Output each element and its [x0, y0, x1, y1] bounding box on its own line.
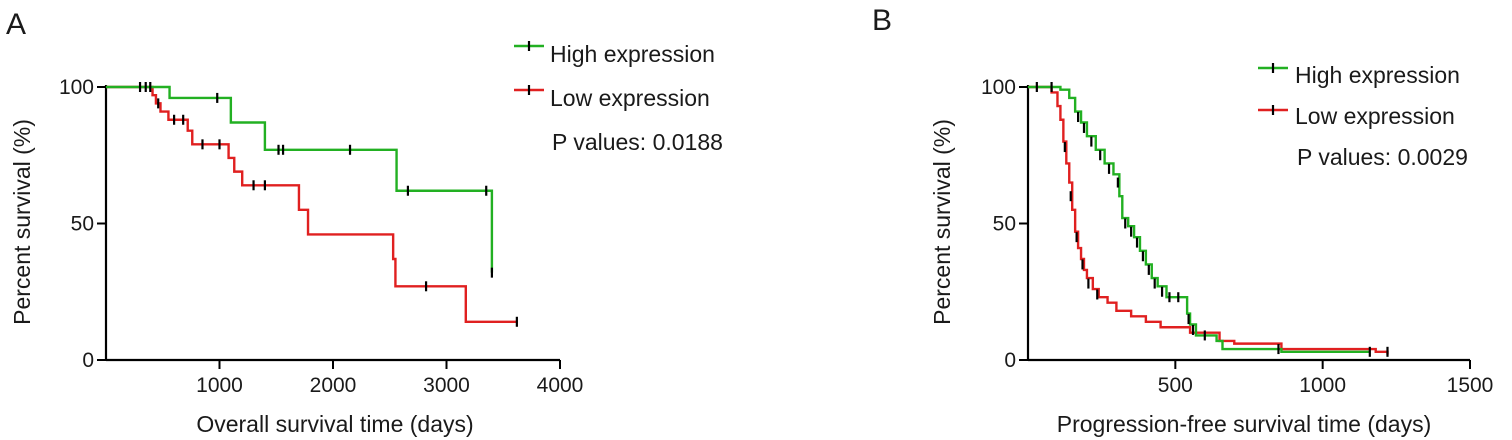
panel-a-x-axis-label: Overall survival time (days) [196, 411, 473, 437]
panel-a-y-tick-label: 100 [59, 76, 94, 99]
panel-a-x-tick-label: 2000 [310, 374, 357, 397]
panel-a-low-series-line [106, 85, 517, 323]
panel-a-plot: 1000 2000 3000 4000 0 50 100 [59, 76, 583, 397]
panel-a-x-tick-label: 4000 [537, 374, 584, 397]
panel-a-high-series-line [106, 85, 494, 273]
panel-a-y-tick-label: 50 [71, 213, 94, 236]
panel-b-high-series-line [1028, 85, 1370, 354]
panel-b-legend-high-label: High expression [1295, 62, 1460, 88]
panel-b-x-axis-label: Progression-free survival time (days) [1057, 411, 1432, 437]
panel-a-legend: High expression Low expression P values:… [514, 41, 723, 155]
panel-b-y-tick-label: 100 [981, 76, 1016, 99]
panel-b-legend-low-label: Low expression [1295, 103, 1455, 129]
panel-b-plot: 500 1000 1500 0 50 100 [981, 76, 1493, 397]
panel-a-x-tick-label: 3000 [423, 374, 470, 397]
panel-b-y-tick-label: 0 [1004, 349, 1016, 372]
panel-a: A 1000 2000 3000 4000 0 50 100 High expression… [6, 8, 723, 437]
panel-a-legend-high-label: High expression [550, 41, 715, 67]
panel-b-x-tick-label: 500 [1158, 374, 1193, 397]
panel-b-p-value: P values: 0.0029 [1297, 144, 1468, 170]
panel-b-low-series-line [1028, 85, 1389, 355]
panel-b: B 500 1000 1500 0 50 100 High expression Low … [872, 4, 1493, 437]
panel-b-letter: B [872, 4, 892, 37]
panel-a-x-tick-label: 1000 [196, 374, 243, 397]
panel-a-p-value: P values: 0.0188 [552, 129, 723, 155]
panel-a-y-axis-label: Percent survival (%) [9, 119, 35, 325]
panel-b-y-tick-label: 50 [993, 213, 1016, 236]
panel-b-x-tick-label: 1500 [1447, 374, 1494, 397]
panel-b-legend: High expression Low expression P values:… [1258, 62, 1468, 170]
panel-b-y-axis-label: Percent survival (%) [929, 119, 955, 325]
panel-b-x-tick-label: 1000 [1299, 374, 1346, 397]
panel-a-letter: A [6, 8, 26, 41]
panel-a-y-tick-label: 0 [82, 349, 94, 372]
panel-a-legend-low-label: Low expression [550, 85, 710, 111]
